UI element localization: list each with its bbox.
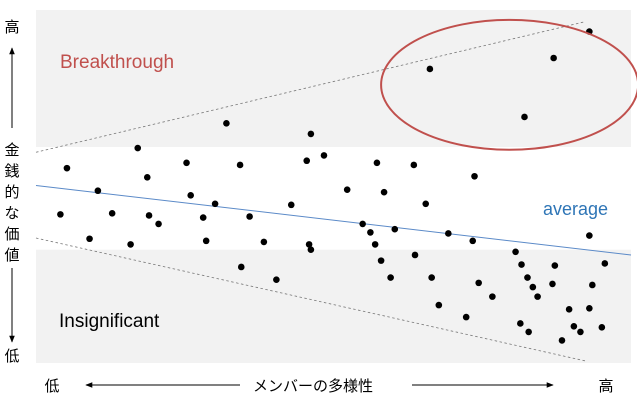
- data-point: [549, 280, 556, 288]
- data-point: [273, 276, 280, 283]
- data-point: [462, 313, 470, 321]
- data-point: [586, 232, 593, 239]
- data-point: [145, 212, 153, 219]
- data-point: [445, 230, 452, 237]
- data-point: [127, 241, 134, 248]
- upper-envelope-line: [35, 21, 586, 153]
- data-point: [577, 328, 584, 336]
- data-point: [305, 241, 313, 248]
- data-point: [550, 54, 557, 62]
- data-point: [601, 260, 609, 267]
- data-point: [307, 130, 315, 138]
- data-point: [155, 220, 162, 228]
- data-point: [359, 220, 366, 228]
- data-point: [246, 213, 253, 220]
- data-point: [367, 229, 374, 236]
- lines-layer: [35, 21, 632, 362]
- data-point: [525, 328, 532, 336]
- breakthrough-label: Breakthrough: [60, 52, 174, 73]
- y-axis-title: 金銭的な価値: [4, 141, 19, 264]
- data-point: [518, 261, 525, 268]
- data-point: [307, 246, 315, 253]
- y-axis-high-label: 高: [4, 18, 19, 36]
- y-axis-low-label: 低: [4, 347, 19, 365]
- data-point: [211, 200, 219, 208]
- data-point: [517, 320, 524, 327]
- data-point: [428, 274, 435, 281]
- data-point: [371, 241, 379, 248]
- data-point: [469, 237, 477, 245]
- data-point: [475, 279, 482, 287]
- data-point: [534, 293, 541, 300]
- data-point: [320, 152, 328, 159]
- average-label: average: [543, 199, 608, 219]
- average-trend-line: [35, 184, 632, 256]
- data-point: [63, 164, 71, 172]
- data-point: [343, 186, 351, 193]
- data-point: [411, 251, 419, 259]
- data-point: [471, 172, 478, 180]
- data-point: [143, 174, 151, 181]
- data-point: [435, 301, 443, 309]
- data-point: [236, 161, 244, 169]
- insignificant-label: Insignificant: [59, 311, 160, 332]
- top-band: [36, 10, 631, 147]
- data-point: [551, 262, 559, 269]
- data-point: [86, 235, 93, 243]
- lower-envelope-line: [35, 237, 586, 362]
- points-layer: [57, 28, 609, 344]
- data-point: [586, 304, 593, 312]
- data-point: [287, 201, 295, 209]
- data-point: [524, 274, 531, 281]
- data-point: [570, 322, 578, 330]
- bottom-band: [36, 249, 631, 363]
- x-axis-high-label: 高: [598, 377, 613, 395]
- data-point: [199, 214, 207, 221]
- data-point: [94, 187, 102, 195]
- data-point: [489, 293, 496, 300]
- breakthrough-ellipse: [380, 18, 637, 151]
- data-point: [373, 159, 381, 167]
- x-axis-title: メンバーの多様性: [253, 377, 373, 395]
- data-point: [387, 274, 394, 281]
- data-point: [377, 257, 385, 264]
- data-point: [565, 306, 573, 313]
- data-point: [57, 211, 64, 218]
- data-point: [223, 120, 230, 127]
- data-point: [134, 144, 142, 152]
- data-point: [260, 238, 268, 246]
- data-point: [521, 113, 528, 121]
- data-point: [183, 159, 190, 167]
- bands-layer: [36, 10, 631, 363]
- data-point: [187, 192, 194, 199]
- data-point: [303, 157, 311, 165]
- x-axis-low-label: 低: [44, 377, 59, 395]
- data-point: [598, 324, 606, 331]
- data-point: [512, 248, 519, 256]
- data-point: [558, 337, 566, 344]
- data-point: [108, 210, 116, 217]
- data-point: [237, 263, 245, 271]
- data-point: [391, 225, 399, 233]
- data-point: [422, 200, 430, 208]
- data-point: [426, 65, 434, 73]
- data-point: [202, 237, 210, 245]
- data-point: [589, 281, 596, 289]
- data-point: [410, 161, 418, 169]
- data-point: [529, 283, 537, 291]
- data-point: [380, 188, 388, 196]
